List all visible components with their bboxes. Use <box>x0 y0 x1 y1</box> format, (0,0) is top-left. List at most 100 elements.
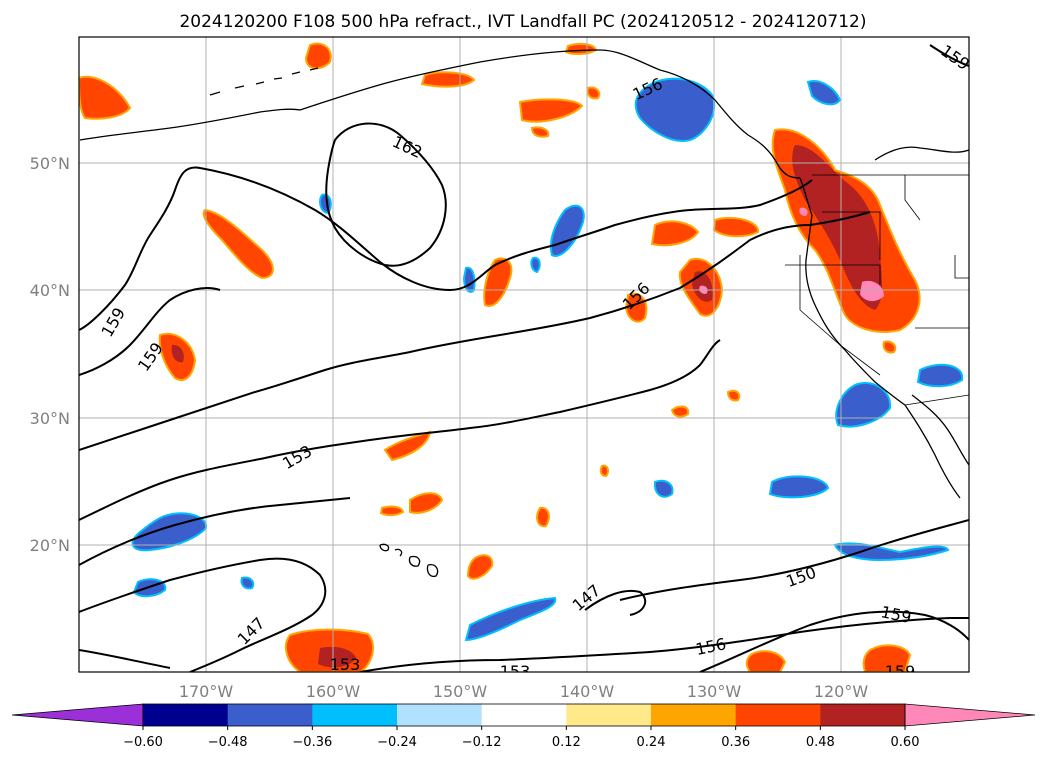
map-frame <box>78 36 970 673</box>
pos-anomaly-small-10 <box>599 464 610 478</box>
pos-anomaly-north-1 <box>420 71 476 88</box>
pos-anomaly-west-edge <box>79 75 132 120</box>
colorbar-swatch <box>312 704 398 726</box>
contour-159-south <box>699 610 969 672</box>
neg-anomaly-south-1 <box>464 596 557 642</box>
pos-anomaly-sub-2 <box>409 492 444 514</box>
lon-label: 160°W <box>306 682 361 701</box>
neg-anomaly-small-1 <box>462 266 476 293</box>
lon-label: 170°W <box>179 682 234 701</box>
neg-anomaly-east-pacific <box>768 475 830 499</box>
contour-147-east <box>584 590 647 616</box>
pos-anomaly-north-3 <box>304 42 332 70</box>
latitude-labels: 50°N 40°N 30°N 20°N <box>30 154 70 555</box>
colorbar-tick-label: 0.24 <box>637 735 666 750</box>
pos-anomaly-mid-2 <box>712 216 759 238</box>
pos-anomaly-pnw-max <box>860 280 884 302</box>
northeast-coast <box>874 146 969 161</box>
colorbar-extend-low <box>11 703 144 727</box>
colorbar-tick-label: −0.36 <box>292 735 332 750</box>
baja-coast <box>904 404 961 499</box>
contour-153-south <box>79 649 171 669</box>
pos-anomaly-pnw-max-2 <box>799 207 808 216</box>
pos-anomaly-small-8 <box>530 126 550 138</box>
pos-anomaly-small-6 <box>670 405 690 418</box>
colorbar-frame <box>142 703 906 727</box>
neg-anomaly-baja <box>916 363 964 388</box>
pos-anomaly-sub-4 <box>536 506 550 528</box>
colorbar <box>11 703 1036 727</box>
pos-anomaly-mid-4 <box>483 257 513 307</box>
lon-label: 150°W <box>433 682 488 701</box>
baja-gulf-coast <box>911 394 969 466</box>
pos-anomaly-small-9 <box>882 340 897 354</box>
pos-anomaly-mid-3 <box>624 292 648 323</box>
colorbar-swatch <box>566 704 652 726</box>
neg-anomaly-socal <box>835 382 892 428</box>
colorbar-tick-label: 0.60 <box>891 735 920 750</box>
contour-159-b <box>79 287 221 376</box>
pos-anomaly-south-core <box>318 646 356 668</box>
contour-159-ne <box>929 44 969 67</box>
colorbar-swatch <box>735 704 821 726</box>
neg-anomaly-south-2 <box>833 542 950 562</box>
contour-150 <box>79 497 351 566</box>
colorbar-tick-label: −0.12 <box>462 735 502 750</box>
colorbar-swatch <box>651 704 737 726</box>
neg-anomaly-small-2 <box>530 256 541 274</box>
colorbar-swatch <box>143 704 229 726</box>
pos-anomaly-se-2 <box>862 644 912 672</box>
neg-anomaly-northeast <box>806 80 842 106</box>
hawaii-islands <box>379 543 439 578</box>
contour-159-a <box>79 166 813 331</box>
neg-anomaly-small-4 <box>653 479 674 498</box>
colorbar-tick-label: −0.60 <box>123 735 163 750</box>
aleutian-islands <box>209 67 319 96</box>
alaska-peninsula-coast <box>79 108 301 141</box>
neg-anomaly-small-5 <box>240 576 255 590</box>
pos-anomaly-nw-1 <box>202 208 274 280</box>
contour-150-east <box>619 519 969 601</box>
height-contours <box>79 44 969 672</box>
colorbar-tick-label: −0.48 <box>208 735 248 750</box>
pos-anomaly-sub-3 <box>379 505 405 517</box>
map-title: 2024120200 F108 500 hPa refract., IVT La… <box>179 12 866 32</box>
pos-anomaly-sub-5 <box>466 554 494 580</box>
colorbar-swatch <box>481 704 567 726</box>
contour-156-a <box>79 211 871 451</box>
contour-label: 153 <box>330 655 361 674</box>
lon-label: 140°W <box>560 682 615 701</box>
lon-label: 130°W <box>687 682 742 701</box>
west-coast <box>805 214 906 406</box>
bc-coastline <box>799 177 813 216</box>
pos-anomaly-pnw-core <box>792 145 883 310</box>
pos-anomaly-se-1 <box>745 650 787 672</box>
pos-anomaly-small-11 <box>586 86 601 100</box>
lat-label: 50°N <box>30 154 70 173</box>
lat-label: 20°N <box>30 536 70 555</box>
lon-label: 120°W <box>814 682 869 701</box>
colorbar-tick-label: 0.48 <box>806 735 835 750</box>
pos-anomaly-nw-2-core <box>171 344 184 363</box>
pos-anomaly-north-4 <box>564 42 598 56</box>
anomaly-shading <box>79 42 964 672</box>
pos-anomaly-mid-1 <box>650 220 700 247</box>
contour-147 <box>79 557 327 672</box>
lat-label: 30°N <box>30 409 70 428</box>
pos-anomaly-small-7 <box>726 389 741 402</box>
colorbar-extend-high <box>904 703 1036 727</box>
colorbar-swatch <box>397 704 483 726</box>
colorbar-swatch <box>227 704 313 726</box>
colorbar-tick-label: −0.24 <box>377 735 417 750</box>
lat-label: 40°N <box>30 281 70 300</box>
colorbar-swatch <box>820 704 906 726</box>
colorbar-tick-label: 0.36 <box>721 735 750 750</box>
map-panel: 162 159 159 159 156 156 156 153 153 153 … <box>78 36 970 681</box>
contour-label: 159 <box>885 662 916 681</box>
political-borders <box>785 174 969 406</box>
coastlines <box>79 49 969 578</box>
longitude-labels: 170°W 160°W 150°W 140°W 130°W 120°W <box>179 682 869 701</box>
contour-162 <box>325 122 447 267</box>
contour-label: 153 <box>500 662 531 681</box>
